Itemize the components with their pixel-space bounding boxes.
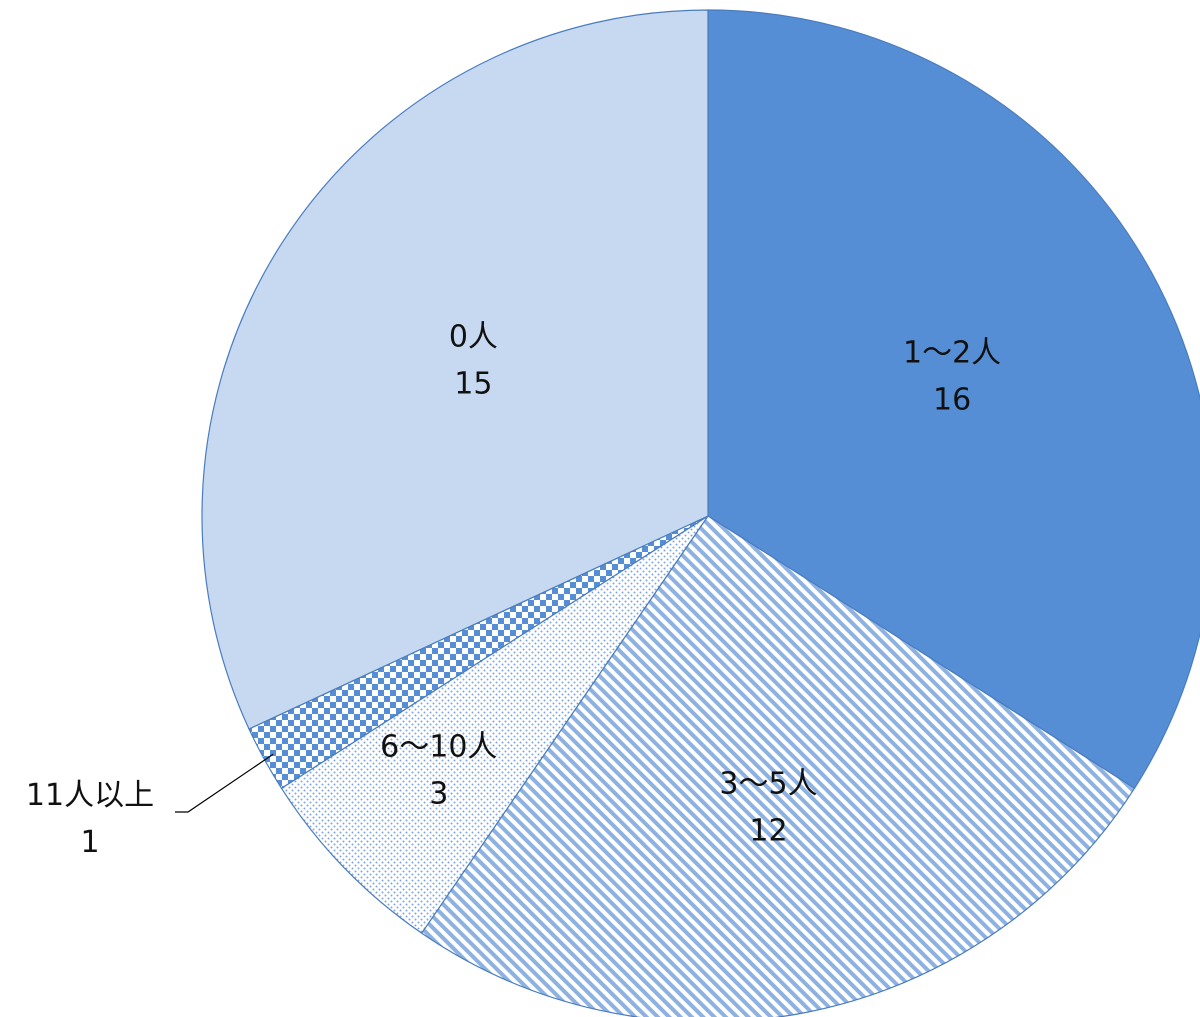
slice-category-label: 1～2人 (903, 335, 1001, 370)
slice-value-label: 15 (454, 366, 492, 401)
pie-slice (280, 515, 709, 935)
pie-slice (420, 515, 1136, 1017)
slice-category-label: 3～5人 (719, 767, 817, 802)
pie-slice (707, 9, 1200, 790)
pie-slices (201, 9, 1200, 1017)
slice-category-label: 0人 (449, 319, 498, 354)
slice-value-label: 1 (80, 825, 99, 860)
pie-labels: 1～2人 16 3～5人 12 6～10人 3 11人以上 1 0人 15 (26, 319, 1001, 860)
leader-line (175, 753, 274, 813)
slice-value-label: 16 (933, 382, 971, 417)
slice-value-label: 3 (429, 776, 448, 811)
pie-slice (201, 9, 709, 730)
slice-category-label: 6～10人 (380, 729, 497, 764)
slice-category-label: 11人以上 (26, 778, 154, 813)
slice-value-label: 12 (749, 814, 787, 849)
